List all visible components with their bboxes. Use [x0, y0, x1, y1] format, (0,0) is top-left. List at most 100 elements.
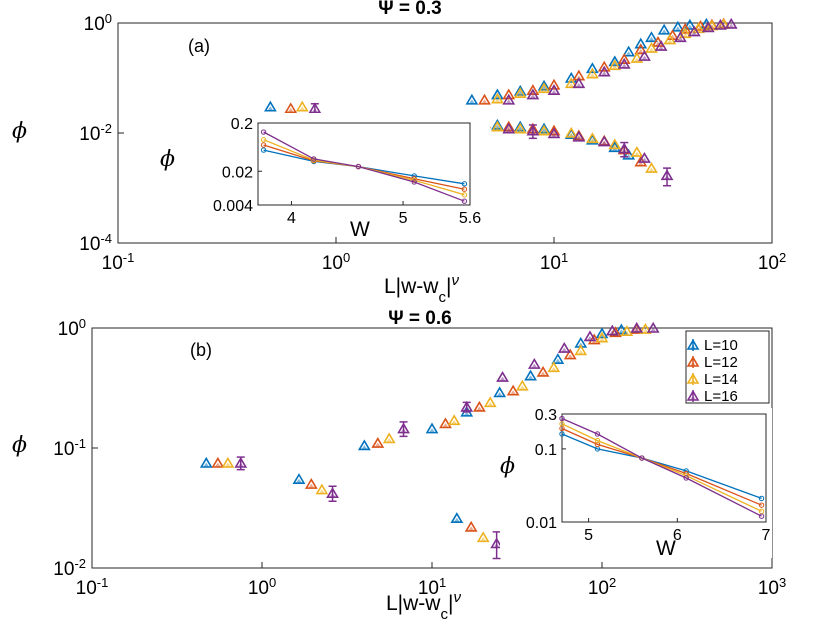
panel-b-point-L16-7-fill [587, 335, 594, 341]
panel-b-point-L12-11-fill [468, 526, 475, 531]
panel-b-marks [199, 321, 660, 560]
legend-swatch-0-fill [690, 344, 696, 349]
panel-a-point-L16-1-fill [505, 99, 512, 104]
panel-a-inset-line-L16 [263, 131, 465, 202]
panel-a-ticks: 10-1 100 101 102 10-4 10-2 100 [79, 11, 786, 275]
panel-a-point-L14-20-fill [633, 151, 640, 157]
panel-a-point-L14-6-fill [611, 64, 618, 70]
panel-a-point-L16-8-fill [658, 45, 665, 51]
legend-entry-2: L=14 [704, 371, 738, 388]
panel-a-point-L14-15-fill [517, 128, 524, 133]
panel-a-point-L16-3 [547, 84, 561, 96]
panel-a-point-L16-4-fill [575, 82, 582, 88]
panel-b-point-L14-3-fill [451, 419, 458, 425]
panel-b-point-L14-9 [620, 325, 634, 337]
panel-b-xtick-label: 102 [588, 575, 616, 600]
panel-b-point-L12-4-fill [476, 406, 483, 411]
legend-entry-3: L=16 [704, 388, 738, 405]
panel-b-point-L14-4 [483, 396, 497, 408]
panel-a-point-L14-2-fill [517, 92, 524, 98]
panel-a-xtick-label: 101 [540, 250, 568, 275]
panel-a-point-L14-11 [692, 22, 705, 34]
panel-a-point-L14-19-fill [611, 143, 618, 149]
panel-a-point-L14-7-fill [633, 57, 640, 63]
panel-a-point-L12-8-fill [637, 48, 644, 54]
panel-a-point-L16-7-fill [641, 55, 648, 61]
panel-b-inset-point-L10-4 [758, 495, 765, 502]
panel-a-point-L12-1 [478, 93, 491, 105]
panel-a-point-L10-6 [585, 62, 599, 74]
panel-a-point-L10-10-fill [648, 36, 655, 42]
panel-a-xtick-label: 100 [322, 250, 350, 275]
panel-b-point-L12-1 [304, 478, 318, 489]
panel-a-inset-ylabel: ϕ [160, 147, 175, 172]
panel-b-inset-xlabel: W [656, 537, 676, 560]
panel-b-point-L10-2-fill [361, 444, 368, 450]
panel-a-point-L10-22-fill [625, 154, 632, 159]
panel-a-point-L16-2-fill [529, 94, 536, 99]
panel-a-point-L14-17-fill [568, 132, 575, 137]
panel-a-point-L10-1 [465, 93, 479, 105]
panel-b-point-L10-0 [199, 456, 213, 468]
panel-a-inset-point-L12-4 [461, 186, 468, 192]
panel-b-ytick-label: 100 [58, 316, 86, 341]
panel-b-point-L16-5-fill [531, 363, 538, 369]
panel-a-inset-point-L16-3 [411, 179, 417, 185]
panel-a-xtick-label: 10-1 [102, 250, 135, 275]
panel-a-point-L12-1-fill [481, 99, 488, 104]
panel-a-inset-point-L10-4 [461, 181, 468, 187]
panel-a-point-L14-21-fill [648, 167, 655, 173]
panel-a-point-L16-12 [714, 18, 727, 30]
panel-b-point-L10-5-fill [496, 392, 503, 397]
panel-b-point-L14-0 [221, 456, 235, 468]
panel-a-point-L14-10-fill [682, 32, 689, 38]
panel-b-inset-ytick-label: 0.3 [535, 407, 557, 424]
panel-a-point-L16-13-fill [728, 23, 735, 28]
legend-box [685, 330, 770, 404]
panel-b-point-L16-5 [527, 358, 541, 369]
panel-b-xtick-label: 103 [758, 575, 786, 600]
panel-b-inset-xtick-label: 5 [584, 527, 593, 544]
panel-b-point-L10-4-fill [463, 411, 470, 416]
panel-b-point-L14-5-fill [519, 385, 526, 390]
panel-b-point-L12-3 [439, 417, 452, 429]
panel-a-marks [263, 17, 738, 187]
panel-a-point-L16-9 [673, 31, 687, 43]
panel-a-point-L14-10 [678, 27, 692, 39]
panel-b-label: (b) [190, 340, 212, 360]
panel-b-point-L12-5-fill [510, 390, 517, 395]
panel-a-point-L16-17 [572, 130, 586, 142]
panel-a-inset-xlabel: W [350, 218, 370, 241]
panel-b-point-L12-1-fill [308, 483, 315, 489]
panel-a-xtick-label: 102 [758, 250, 786, 275]
legend: L=10L=12L=14L=16 [685, 330, 770, 405]
panel-b-inset-ticks: 5 6 7 0.01 0.1 0.3 [526, 407, 771, 544]
panel-b-point-L16-6-fill [561, 347, 568, 353]
panel-b-inset-point-L12-4 [758, 502, 765, 508]
panel-b-point-L14-2-fill [386, 437, 393, 443]
panel-b-point-L10-7-fill [554, 358, 561, 364]
panel-b-title: Ψ = 0.6 [388, 308, 451, 329]
panel-b-point-L12-7 [563, 348, 577, 360]
panel-a-point-L16-11-fill [705, 26, 712, 32]
panel-a-point-L14-16-fill [541, 130, 548, 135]
panel-b-point-L16-8-fill [609, 330, 616, 335]
panel-a-point-L10-13 [683, 18, 697, 30]
panel-b-point-L12-2-fill [374, 442, 381, 448]
panel-b-inset-point-L16-1 [594, 431, 601, 437]
panel-a-point-L16-16-fill [551, 132, 557, 138]
panel-b-inset-point-L16-2 [639, 455, 645, 461]
panel-a-point-L16-5-fill [601, 71, 608, 76]
panel-b-point-L16-4-fill [499, 376, 506, 382]
panel-a-point-L10-0-fill [267, 106, 274, 111]
panel-b-inset-point-L10-0 [559, 431, 565, 437]
panel-b-point-L14-4-fill [487, 401, 494, 407]
panel-b-point-L14-1 [315, 483, 329, 495]
panel-a-point-L16-3-fill [551, 89, 557, 95]
panel-a-ytick-label: 10-4 [79, 231, 112, 256]
panel-a-point-L16-16 [547, 127, 561, 139]
panel-a-inset-point-L12-0 [260, 142, 267, 148]
panel-a-point-L10-13-fill [686, 24, 693, 29]
